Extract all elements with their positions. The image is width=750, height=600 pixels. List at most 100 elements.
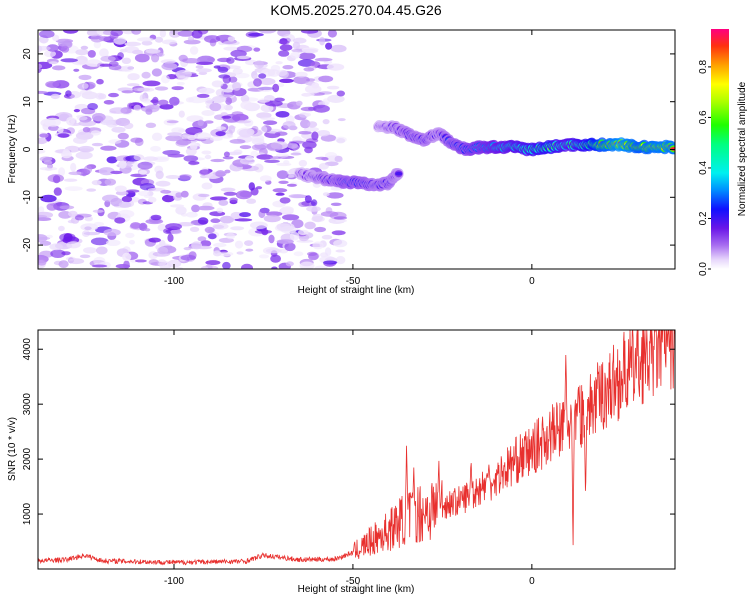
spectrogram-cell <box>167 259 182 268</box>
spectrogram-cell <box>275 61 283 65</box>
spectrogram-cell <box>307 121 318 128</box>
snr-x-axis-label: Height of straight line (km) <box>298 584 415 595</box>
spectrogram-cell <box>289 231 300 241</box>
spectrogram-cell <box>58 225 65 232</box>
spectrogram-cell <box>217 57 232 63</box>
spectrogram-cell <box>64 186 83 192</box>
spectrogram-cell <box>293 75 310 85</box>
spectrogram-cell <box>96 246 108 255</box>
spectrogram-cell <box>114 185 127 193</box>
spectrogram-cell <box>304 112 311 117</box>
spectrogram-cell <box>151 132 163 141</box>
spectrogram-cell <box>228 76 238 83</box>
spectrogram-cell <box>92 209 104 213</box>
spectrogram-cell <box>70 162 77 172</box>
spectrogram-cell <box>213 65 221 69</box>
spectrogram-cell <box>68 210 78 218</box>
spectrogram-cell <box>212 95 227 103</box>
spectrogram-cell <box>154 36 164 43</box>
spectrogram-cell <box>177 30 195 37</box>
spectrogram-cell <box>165 135 183 142</box>
spectrogram-cell <box>38 63 43 69</box>
spectrogram-cell <box>87 103 98 110</box>
spectrogram-signal-core <box>395 171 403 176</box>
spectrogram-cell <box>125 232 135 239</box>
spectrogram-cell <box>124 41 142 47</box>
spectrogram-cell <box>282 121 296 130</box>
spectrogram-cell <box>100 119 115 126</box>
spectrogram-cell <box>130 222 142 229</box>
spectrogram-cell <box>279 44 293 51</box>
spectrogram-cell <box>322 119 330 125</box>
spectrogram-cell <box>220 187 236 192</box>
spectrogram-cell <box>292 41 301 50</box>
spectrogram-cell <box>66 116 76 126</box>
spectrogram-cell <box>133 154 145 161</box>
spectrogram-cell <box>102 194 119 203</box>
spectrogram-cell <box>93 41 102 49</box>
spectrogram-cell <box>314 57 333 62</box>
spectrogram-cell <box>117 132 129 140</box>
spectrogram-cell <box>90 34 104 43</box>
spectrogram-cell <box>167 153 185 158</box>
spectrogram-cell <box>331 230 346 236</box>
spectrogram-cell <box>144 228 151 232</box>
spectrogram-cell <box>258 254 270 259</box>
spectrogram-cell <box>159 240 166 247</box>
spectrogram-cell <box>138 170 148 175</box>
spectrogram-cell <box>196 93 210 98</box>
spectrogram-cell <box>210 196 228 201</box>
spectrogram-cell <box>83 247 97 254</box>
spectrogram-cell <box>236 45 253 53</box>
spectrogram-cell <box>106 239 121 246</box>
spectrogram-cell <box>229 197 238 203</box>
spectrogram-cell <box>267 69 280 77</box>
spectrogram-cell <box>170 204 185 208</box>
spectrogram-cell <box>204 226 215 234</box>
spectrogram-cell <box>121 90 134 94</box>
spectrogram-cell <box>169 96 180 106</box>
spectrogram-cell <box>148 259 159 266</box>
snr-panel: -100 -50 0 1000 2000 3000 4000 Height of stra… <box>7 329 676 595</box>
spectrogram-cell <box>50 249 66 258</box>
spectrogram-cell <box>147 187 166 192</box>
spectrogram-cell <box>58 260 69 268</box>
spectrogram-cell <box>300 119 311 129</box>
spectrogram-cell <box>269 156 282 160</box>
snr-y-ticks: 1000 2000 3000 4000 <box>22 338 675 525</box>
snr-plot-area <box>38 330 675 569</box>
spectrogram-cell <box>226 232 236 240</box>
spectrogram-cell <box>276 222 295 232</box>
spectrogram-cell <box>198 193 210 198</box>
spectrogram-cell <box>235 190 252 200</box>
spectrogram-cell <box>222 75 231 84</box>
spectrogram-cell <box>301 30 319 34</box>
spectrogram-cell <box>230 226 245 231</box>
spectrogram-cell <box>239 145 252 150</box>
spectrogram-cell <box>136 37 154 42</box>
spectrogram-cell <box>240 94 250 103</box>
spectrogram-cell <box>137 161 153 170</box>
spectrogram-cell <box>288 140 306 144</box>
spectrogram-cell <box>226 151 242 156</box>
spectrogram-cell <box>130 137 143 143</box>
spectrogram-cell <box>178 128 186 133</box>
spectrogram-cell <box>291 144 300 151</box>
spectrogram-cell <box>294 71 308 78</box>
spectrogram-cell <box>191 30 203 39</box>
spectrogram-cell <box>271 266 278 269</box>
spectrogram-cell <box>188 96 207 104</box>
spectrogram-cell <box>320 211 339 217</box>
spectrogram-cell <box>118 160 127 169</box>
spectrogram-cell <box>272 188 288 193</box>
spectrogram-cell <box>323 60 333 65</box>
spectrogram-cell <box>250 221 268 230</box>
spectrogram-cell <box>68 171 84 176</box>
spectrogram-cell <box>175 206 187 215</box>
spectrogram-cell <box>86 188 97 192</box>
spectrogram-cell <box>117 52 124 60</box>
spectrogram-cell <box>304 195 312 204</box>
spectrogram-cell <box>234 240 244 249</box>
spectrogram-cell <box>43 160 53 165</box>
